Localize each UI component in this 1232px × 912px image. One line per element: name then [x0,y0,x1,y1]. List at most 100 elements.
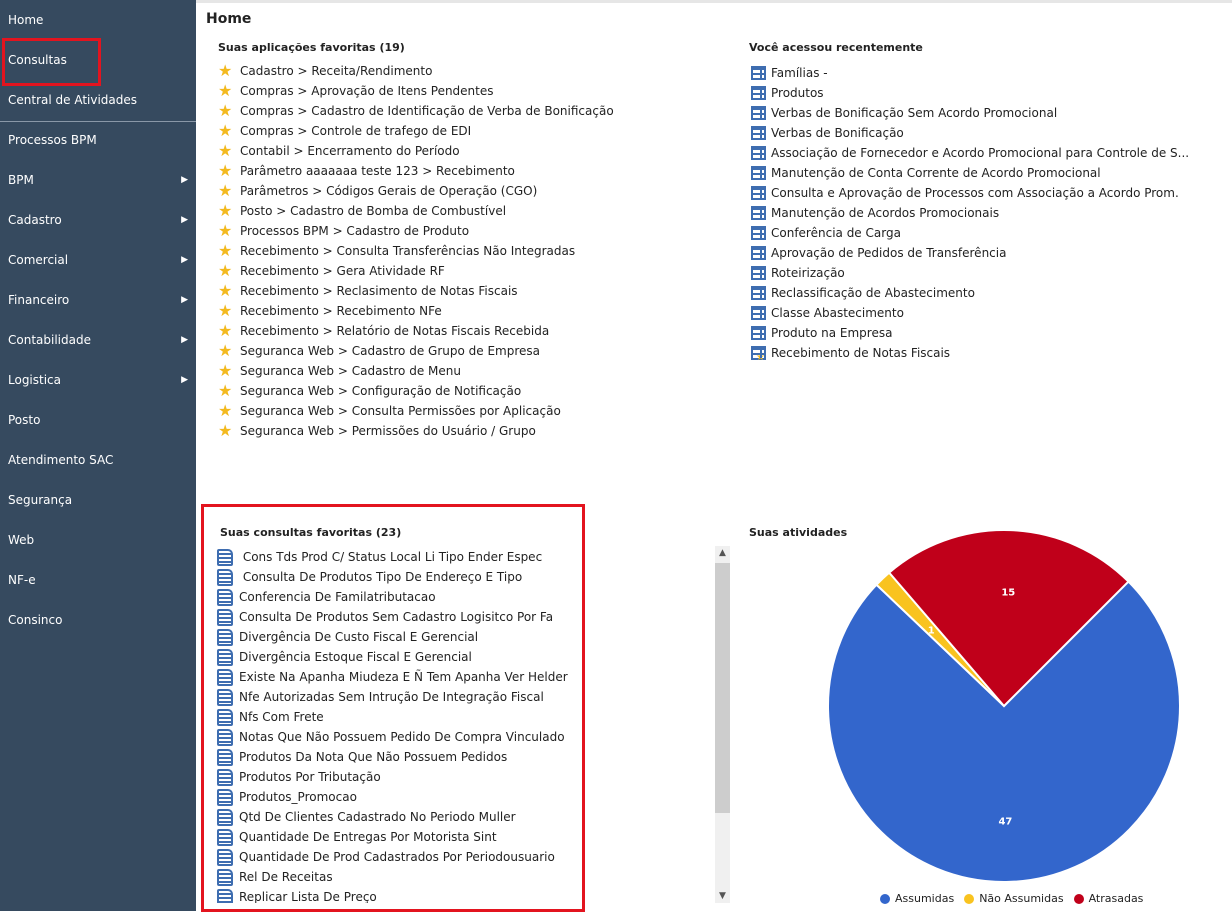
list-item[interactable]: ★ Recebimento de Notas Fiscais [751,343,1189,363]
list-item[interactable]: Produtos Da Nota Que Não Possuem Pedidos [217,747,568,767]
sidebar-item-financeiro[interactable]: Financeiro ▶ [0,280,196,320]
sidebar-item-label: Web [8,533,35,547]
list-item[interactable]: Verbas de Bonificação Sem Acordo Promoci… [751,103,1189,123]
list-item[interactable]: ★ Seguranca Web > Cadastro de Grupo de Em… [218,341,614,361]
window-icon [751,246,766,260]
list-item[interactable]: Notas Que Não Possuem Pedido De Compra V… [217,727,568,747]
list-item[interactable]: Divergência Estoque Fiscal E Gerencial [217,647,568,667]
scroll-down-icon[interactable]: ▼ [719,891,726,901]
sidebar-item-home[interactable]: Home [0,0,196,40]
scrollbar[interactable]: ▲ ▼ [715,546,730,903]
list-item[interactable]: Reclassificação de Abastecimento [751,283,1189,303]
list-item-label: Nfe Autorizadas Sem Intrução De Integraç… [239,690,544,704]
list-item[interactable]: Conferência de Carga [751,223,1189,243]
pie-label-1: 1 [928,625,935,636]
pie-slice-0[interactable] [827,580,1181,883]
list-item[interactable]: Produtos_Promocao [217,787,568,807]
list-item[interactable]: ★ Recebimento > Gera Atividade RF [218,261,614,281]
sidebar-item-label: Segurança [8,493,73,507]
sidebar-item-label: Logistica [8,373,62,387]
sidebar-item-label: Consinco [8,613,63,627]
list-item[interactable]: Verbas de Bonificação [751,123,1189,143]
sidebar-item-processos-bpm[interactable]: Processos BPM [0,120,196,160]
list-item[interactable]: Quantidade De Prod Cadastrados Por Perio… [217,847,568,867]
list-item[interactable]: Manutenção de Conta Corrente de Acordo P… [751,163,1189,183]
list-item[interactable]: Nfe Autorizadas Sem Intrução De Integraç… [217,687,568,707]
sidebar-divider [0,121,196,122]
list-item[interactable]: Produtos [751,83,1189,103]
chevron-right-icon: ▶ [181,375,188,385]
list-item[interactable]: ★ Posto > Cadastro de Bomba de Combustíve… [218,201,614,221]
list-item[interactable]: Divergência De Custo Fiscal E Gerencial [217,627,568,647]
list-item[interactable]: Consulta e Aprovação de Processos com As… [751,183,1189,203]
list-item[interactable]: Replicar Lista De Preço [217,887,568,903]
list-item[interactable]: ★ Seguranca Web > Consulta Permissões por… [218,401,614,421]
star-icon: ★ [218,141,233,160]
sidebar: Home Consultas Central de Atividades Proces… [0,0,196,911]
scrollbar-thumb[interactable] [715,563,730,813]
list-item[interactable]: Qtd De Clientes Cadastrado No Periodo Mu… [217,807,568,827]
list-item[interactable]: Nfs Com Frete [217,707,568,727]
list-item[interactable]: Quantidade De Entregas Por Motorista Sin… [217,827,568,847]
sidebar-item-posto[interactable]: Posto [0,400,196,440]
list-item-label: Produtos Da Nota Que Não Possuem Pedidos [239,750,508,764]
list-item-label: Compras > Controle de trafego de EDI [240,124,472,138]
list-item-label: Conferência de Carga [771,226,901,240]
sidebar-item-bpm[interactable]: BPM ▶ [0,160,196,200]
list-item[interactable]: Produto na Empresa [751,323,1189,343]
sidebar-item-central-de-atividades[interactable]: Central de Atividades [0,80,196,120]
sidebar-item-contabilidade[interactable]: Contabilidade ▶ [0,320,196,360]
sidebar-item-cadastro[interactable]: Cadastro ▶ [0,200,196,240]
sidebar-item-nf-e[interactable]: NF-e [0,560,196,600]
sidebar-item-consultas[interactable]: Consultas [0,40,196,80]
list-item[interactable]: Conferencia De Familatributacao [217,587,568,607]
list-item[interactable]: ★ Recebimento > Recebimento NFe [218,301,614,321]
list-item-label: Quantidade De Prod Cadastrados Por Perio… [239,850,555,864]
sidebar-item-atendimento-sac[interactable]: Atendimento SAC [0,440,196,480]
list-item[interactable]: ★ Seguranca Web > Configuração de Notific… [218,381,614,401]
chevron-right-icon: ▶ [181,335,188,345]
sidebar-item-web[interactable]: Web [0,520,196,560]
list-item[interactable]: ★ Compras > Cadastro de Identificação de … [218,101,614,121]
list-item[interactable]: Consulta De Produtos Sem Cadastro Logisi… [217,607,568,627]
list-item[interactable]: Roteirização [751,263,1189,283]
list-item-label: Consulta De Produtos Sem Cadastro Logisi… [239,610,554,624]
list-item[interactable]: Consulta De Produtos Tipo De Endereço E … [217,567,568,587]
list-item[interactable]: ★ Compras > Aprovação de Itens Pendentes [218,81,614,101]
sidebar-item-label: Central de Atividades [8,93,138,107]
list-item[interactable]: ★ Parâmetro aaaaaaa teste 123 > Recebimen… [218,161,614,181]
scroll-up-icon[interactable]: ▲ [719,548,726,558]
list-item[interactable]: Produtos Por Tributação [217,767,568,787]
list-item[interactable]: Rel De Receitas [217,867,568,887]
list-item[interactable]: ★ Recebimento > Relatório de Notas Fiscai… [218,321,614,341]
window-icon [751,226,766,240]
list-item[interactable]: Cons Tds Prod C/ Status Local Li Tipo En… [217,547,568,567]
list-item[interactable]: Associação de Fornecedor e Acordo Promoc… [751,143,1189,163]
list-item[interactable]: ★ Parâmetros > Códigos Gerais de Operação… [218,181,614,201]
list-item[interactable]: ★ Seguranca Web > Permissões do Usuário /… [218,421,614,441]
document-icon [217,808,233,826]
sidebar-item-seguran-a[interactable]: Segurança [0,480,196,520]
list-item[interactable]: ★ Processos BPM > Cadastro de Produto [218,221,614,241]
window-icon [751,106,766,120]
list-item-label: Seguranca Web > Consulta Permissões por … [240,404,561,418]
list-item[interactable]: ★ Seguranca Web > Cadastro de Menu [218,361,614,381]
list-item[interactable]: ★ Contabil > Encerramento do Período [218,141,614,161]
sidebar-item-consinco[interactable]: Consinco [0,600,196,640]
list-item[interactable]: ★ Recebimento > Consulta Transferências N… [218,241,614,261]
list-item-label: Seguranca Web > Permissões do Usuário / … [240,424,536,438]
list-item[interactable]: Aprovação de Pedidos de Transferência [751,243,1189,263]
list-item[interactable]: ★ Cadastro > Receita/Rendimento [218,61,614,81]
sidebar-item-comercial[interactable]: Comercial ▶ [0,240,196,280]
document-icon [217,708,233,726]
list-item[interactable]: ★ Recebimento > Reclasimento de Notas Fis… [218,281,614,301]
window-icon [751,206,766,220]
sidebar-item-logistica[interactable]: Logistica ▶ [0,360,196,400]
list-item[interactable]: Famílias - [751,63,1189,83]
list-item[interactable]: Existe Na Apanha Miudeza E Ñ Tem Apanha … [217,667,568,687]
list-item[interactable]: Manutenção de Acordos Promocionais [751,203,1189,223]
legend-item: Assumidas [880,892,954,905]
list-item[interactable]: Classe Abastecimento [751,303,1189,323]
pie-slice-2[interactable] [887,529,1130,708]
list-item[interactable]: ★ Compras > Controle de trafego de EDI [218,121,614,141]
